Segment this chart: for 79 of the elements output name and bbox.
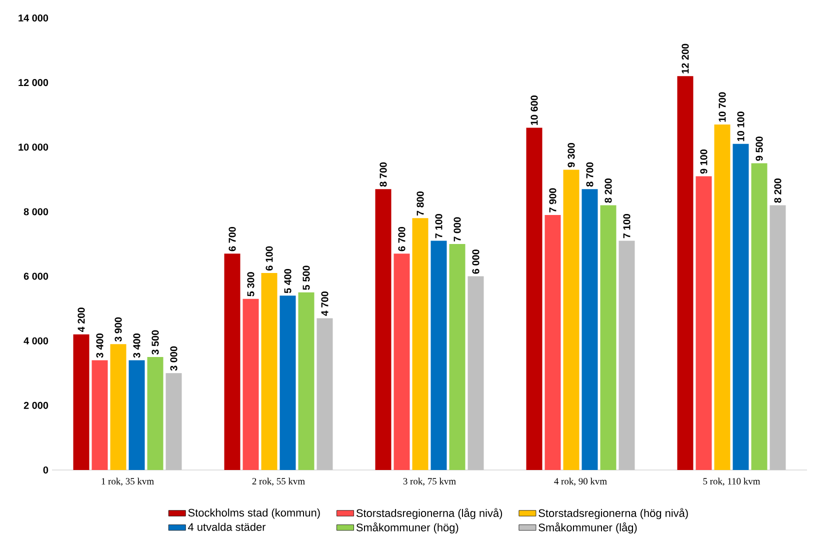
bar	[770, 205, 786, 470]
bar	[147, 357, 164, 470]
bar	[316, 318, 333, 470]
data-label: 6 700	[398, 226, 406, 252]
bar	[563, 170, 580, 470]
data-label: 3 000	[170, 346, 178, 371]
bar	[696, 176, 712, 470]
bar	[166, 373, 182, 470]
legend-label: Storstadsregionerna (låg nivå)	[356, 508, 502, 520]
bar	[394, 254, 410, 470]
data-label: 8 700	[586, 162, 594, 187]
data-label: 7 900	[549, 188, 556, 212]
legend-label: Storstadsregionerna (hög nivå)	[538, 508, 688, 520]
y-tick-label: 12 000	[18, 79, 48, 86]
y-tick-label: 14 000	[18, 14, 48, 22]
data-label: 7 100	[435, 214, 442, 238]
data-label: 7 800	[416, 191, 424, 216]
legend-label: Småkommuner (låg)	[538, 522, 637, 534]
bar	[582, 189, 598, 470]
data-label: 10 700	[718, 92, 726, 122]
bar	[714, 124, 730, 470]
data-label: 9 500	[756, 136, 763, 161]
y-tick-label: 8 000	[24, 208, 48, 216]
y-tick-label: 10 000	[18, 144, 48, 151]
y-tick-label: 4 000	[24, 337, 48, 344]
bar	[468, 276, 484, 470]
y-tick-label: 0	[43, 466, 48, 474]
bar	[526, 128, 542, 470]
x-tick-label: 3 rok, 75 kvm	[403, 478, 456, 486]
bar	[544, 214, 561, 470]
data-label: 5 400	[284, 268, 292, 294]
data-label: 5 300	[247, 272, 254, 296]
bar	[600, 205, 616, 470]
bar	[677, 76, 694, 470]
data-label: 8 200	[774, 178, 782, 203]
bar	[751, 163, 768, 470]
x-tick-label: 2 rok, 55 kvm	[252, 478, 305, 486]
data-label: 5 500	[302, 266, 310, 290]
bar	[732, 144, 749, 470]
data-label: 10 600	[530, 96, 538, 125]
bar	[412, 218, 428, 470]
data-label: 9 100	[700, 149, 708, 174]
bar	[261, 273, 278, 470]
y-tick-label: 6 000	[24, 272, 48, 280]
x-tick-label: 4 rok, 90 kvm	[554, 478, 607, 486]
y-tick-label: 2 000	[24, 402, 48, 409]
data-label: 6 000	[472, 250, 480, 274]
x-tick-label: 5 rok, 110 kvm	[703, 478, 760, 486]
data-label: 6 700	[228, 226, 236, 252]
bar	[618, 240, 635, 470]
bar	[224, 254, 240, 470]
data-label: 7 000	[454, 217, 461, 242]
data-label: 3 900	[114, 317, 122, 342]
legend-label: Småkommuner (hög)	[356, 522, 458, 534]
data-label: 4 700	[321, 292, 328, 316]
data-label: 4 200	[78, 308, 85, 332]
bar	[128, 360, 145, 470]
bar	[242, 298, 259, 470]
data-label: 8 700	[380, 162, 387, 187]
data-label: 6 100	[266, 246, 273, 270]
bar	[110, 344, 126, 470]
x-tick-label: 1 rok, 35 kvm	[102, 478, 154, 486]
data-label: 3 500	[152, 330, 159, 355]
bar	[280, 296, 296, 470]
data-label: 8 200	[604, 178, 612, 203]
bar	[298, 292, 314, 470]
legend-label: 4 utvalda städer	[188, 522, 266, 531]
bar	[449, 244, 466, 470]
data-label: 7 100	[623, 214, 630, 238]
data-label: 9 300	[568, 143, 575, 168]
data-label: 12 200	[682, 44, 689, 74]
bar	[430, 240, 447, 470]
bar	[375, 189, 392, 470]
data-label: 3 400	[133, 334, 140, 358]
data-label: 3 400	[96, 334, 104, 358]
legend-label: Stockholms stad (kommun)	[188, 508, 320, 519]
bar	[92, 360, 108, 470]
data-label: 10 100	[737, 112, 744, 142]
bar	[73, 334, 90, 470]
